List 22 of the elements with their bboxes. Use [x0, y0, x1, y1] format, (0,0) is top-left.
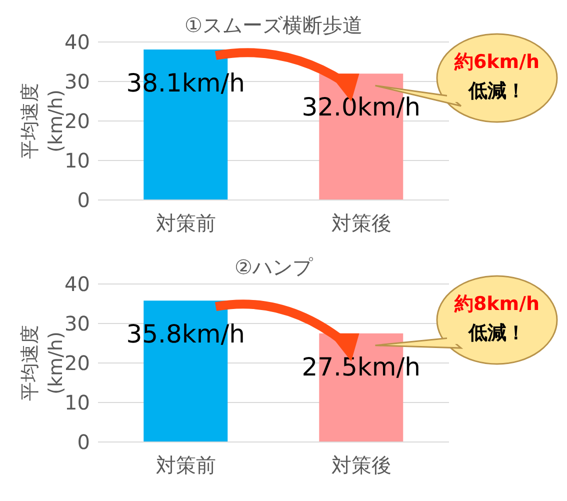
- data-label: 27.5km/h: [302, 352, 421, 382]
- y-axis-title: 平均速度 (km/h): [19, 325, 67, 401]
- text: 約6km/h 低減！: [453, 50, 541, 104]
- y-tick-label: 10: [64, 390, 90, 415]
- y-tick-label: 0: [77, 188, 90, 212]
- x-tick-label: 対策前: [156, 453, 216, 478]
- y-tick-label: 30: [64, 312, 90, 336]
- x-tick-label: 対策後: [331, 211, 392, 236]
- chart-title: ②ハンプ: [234, 254, 314, 281]
- text: 約8km/h 低減！: [453, 292, 541, 346]
- y-tick-label: 30: [64, 70, 90, 94]
- x-tick-label: 対策後: [331, 453, 392, 478]
- x-tick-label: 対策前: [156, 211, 216, 236]
- y-tick-label: 40: [64, 272, 90, 296]
- y-tick-label: 40: [64, 30, 90, 54]
- y-tick-label: 20: [64, 351, 90, 376]
- y-tick-label: 0: [77, 430, 90, 454]
- data-label: 32.0km/h: [302, 92, 421, 122]
- y-tick-label: 10: [64, 148, 90, 173]
- y-tick-label: 20: [64, 109, 90, 134]
- y-axis-title: 平均速度 (km/h): [19, 83, 67, 159]
- chart-title: ①スムーズ横断歩道: [184, 12, 364, 39]
